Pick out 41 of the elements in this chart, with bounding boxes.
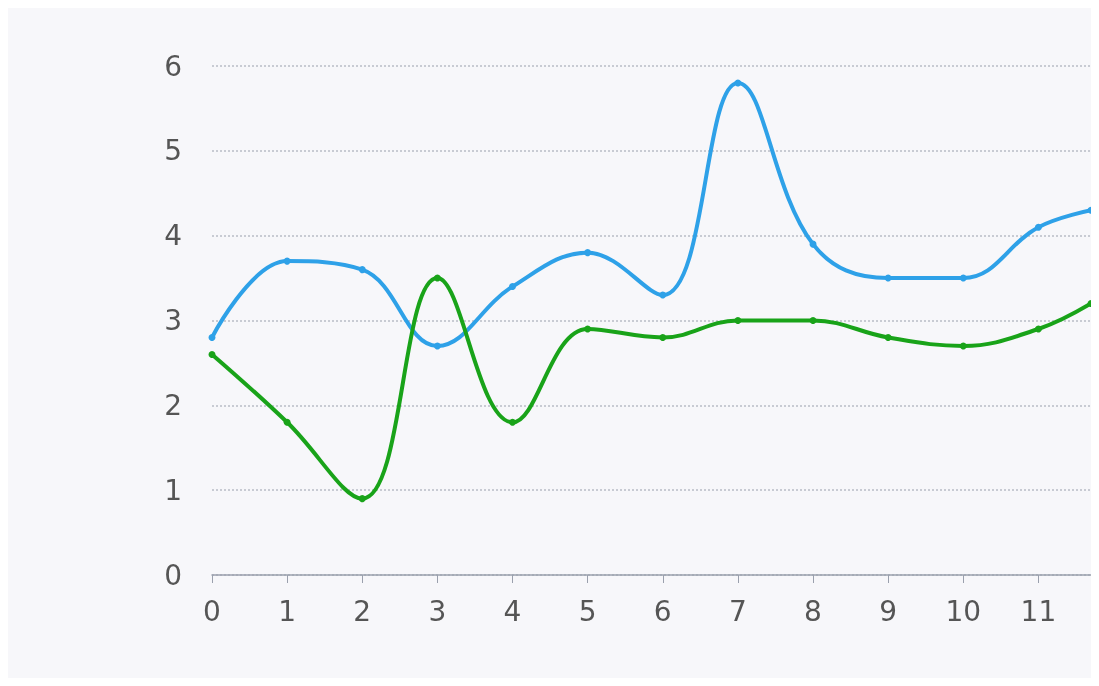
y-tick-label: 6 — [164, 49, 182, 83]
point — [208, 350, 216, 358]
point — [509, 418, 517, 426]
x-tick-label: 5 — [578, 594, 597, 628]
point — [584, 325, 592, 333]
y-tick-label: 3 — [164, 304, 182, 337]
x-tick-label: 0 — [203, 594, 221, 628]
point — [358, 495, 366, 503]
x-tick-label: 3 — [428, 594, 447, 628]
point — [433, 342, 441, 350]
x-tick-label: 4 — [503, 594, 522, 628]
point — [959, 274, 967, 282]
x-tick-label: 11 — [1020, 594, 1057, 628]
point — [884, 333, 892, 341]
x-tick-label: 6 — [653, 594, 672, 628]
point — [358, 266, 366, 274]
point — [283, 418, 291, 426]
x-tick-label: 7 — [728, 594, 747, 628]
point — [584, 249, 592, 257]
point — [1034, 223, 1042, 231]
x-tick-label: 10 — [945, 594, 982, 628]
point — [509, 283, 517, 291]
point — [959, 342, 967, 350]
x-tick-label: 8 — [804, 594, 822, 628]
point — [208, 333, 216, 341]
x-tick-label: 2 — [353, 594, 372, 628]
point — [659, 333, 667, 341]
point — [1034, 325, 1042, 333]
y-tick-label: 4 — [164, 219, 182, 253]
y-tick-label: 5 — [164, 134, 182, 168]
x-tick-label: 9 — [879, 594, 898, 628]
y-tick-label: 1 — [164, 473, 182, 507]
point — [433, 274, 441, 282]
point — [809, 317, 817, 324]
point — [659, 291, 667, 299]
point — [884, 274, 892, 282]
y-tick-label: 0 — [164, 558, 182, 592]
point — [283, 257, 291, 265]
point — [734, 317, 742, 324]
y-tick-label: 2 — [164, 388, 182, 422]
x-tick-label: 1 — [278, 594, 297, 628]
